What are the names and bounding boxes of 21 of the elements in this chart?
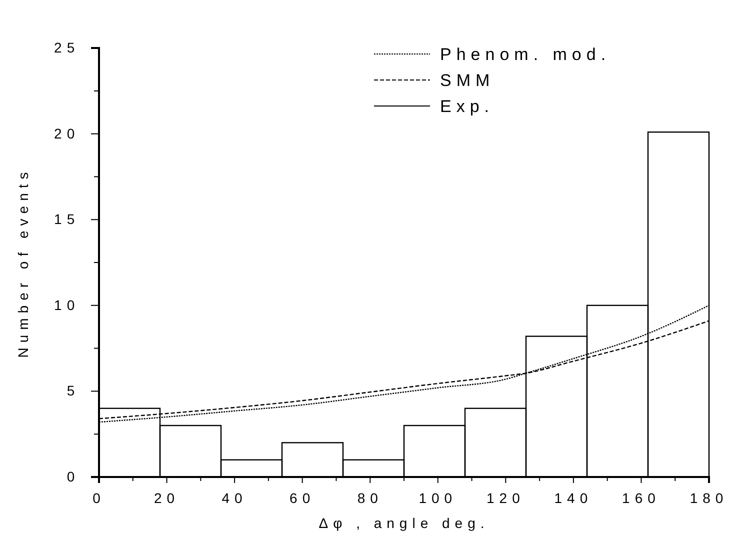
y-tick-label: 20 bbox=[54, 125, 80, 142]
x-tick-label: 80 bbox=[357, 490, 383, 506]
legend-label: SMM bbox=[440, 71, 495, 90]
legend-label: Exp. bbox=[440, 97, 494, 116]
x-tick-label: 20 bbox=[154, 490, 180, 506]
y-tick-label: 5 bbox=[66, 382, 80, 399]
x-tick-label: 40 bbox=[222, 490, 248, 506]
x-axis-title: Δφ , angle deg. bbox=[318, 515, 490, 531]
x-tick-label: 0 bbox=[92, 490, 106, 506]
y-tick-label: 10 bbox=[54, 296, 80, 313]
y-tick-label: 25 bbox=[54, 39, 80, 56]
legend-label: Phenom. mod. bbox=[440, 45, 611, 64]
x-tick-label: 100 bbox=[418, 490, 458, 506]
y-tick-label: 0 bbox=[66, 468, 80, 484]
y-axis-title: Number of events bbox=[15, 167, 31, 358]
x-tick-label: 120 bbox=[486, 490, 525, 506]
x-tick-label: 140 bbox=[554, 490, 593, 506]
x-tick-label: 180 bbox=[690, 490, 728, 506]
x-tick-label: 160 bbox=[622, 490, 660, 506]
y-tick-label: 15 bbox=[54, 211, 80, 228]
x-tick-label: 60 bbox=[290, 490, 316, 506]
